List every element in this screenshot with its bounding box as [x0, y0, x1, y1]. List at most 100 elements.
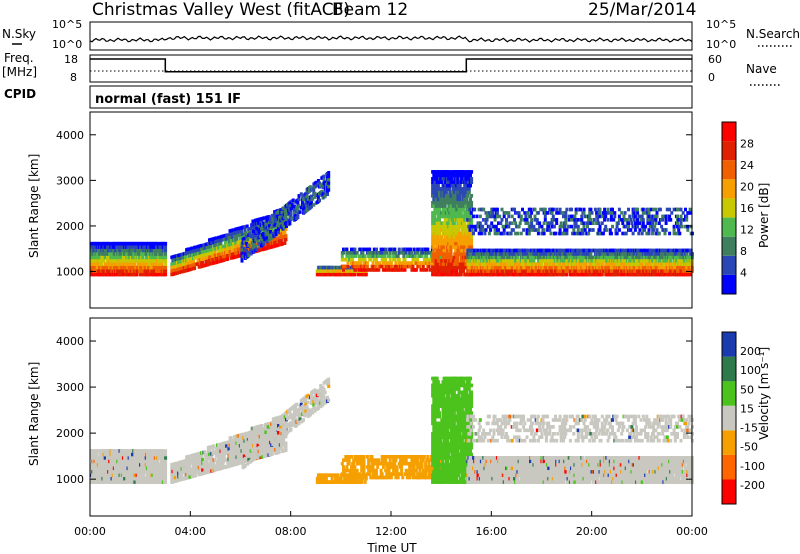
- range-cell: [139, 245, 142, 249]
- range-cell: [385, 261, 389, 265]
- range-cell: [641, 221, 645, 225]
- range-cell: [441, 197, 445, 202]
- range-cell: [620, 211, 624, 215]
- range-cell: [316, 196, 320, 200]
- range-cell: [579, 207, 583, 212]
- range-cell: [484, 221, 488, 225]
- range-cell: [552, 224, 556, 229]
- range-cell: [342, 251, 345, 255]
- range-cell: [265, 239, 269, 244]
- range-cell: [285, 224, 288, 228]
- range-cell: [100, 245, 104, 249]
- range-cell: [134, 259, 138, 263]
- range-cell: [326, 192, 329, 196]
- range-cell: [470, 177, 474, 181]
- range-cell: [336, 265, 340, 270]
- range-cell: [442, 194, 446, 198]
- range-cell: [253, 242, 256, 246]
- range-cell: [202, 257, 206, 261]
- range-cell: [121, 262, 125, 266]
- range-cell: [292, 204, 296, 209]
- range-cell: [438, 228, 441, 232]
- range-cell: [536, 228, 540, 232]
- range-cell: [547, 224, 551, 229]
- range-cell: [654, 221, 658, 225]
- range-cell: [279, 222, 283, 226]
- freq-panel-frame: [89, 54, 693, 83]
- range-cell: [564, 221, 568, 225]
- range-cell: [345, 254, 349, 258]
- range-cell: [148, 272, 152, 277]
- range-cell: [258, 234, 262, 239]
- range-cell: [228, 249, 232, 254]
- range-cell: [371, 261, 375, 265]
- range-cell: [251, 233, 255, 237]
- range-cell: [401, 251, 405, 255]
- range-cell: [420, 251, 424, 255]
- range-cell: [660, 224, 664, 229]
- range-cell: [274, 226, 278, 231]
- range-cell: [247, 253, 251, 258]
- range-cell: [521, 207, 524, 212]
- range-cell: [256, 239, 260, 244]
- range-cell: [565, 231, 569, 236]
- range-cell: [284, 227, 288, 231]
- range-cell: [245, 224, 249, 229]
- range-cell: [474, 228, 478, 232]
- range-cell: [681, 211, 685, 215]
- range-cell: [443, 187, 447, 191]
- range-cell: [572, 228, 576, 232]
- range-cell: [643, 228, 646, 232]
- range-cell: [432, 211, 436, 215]
- range-cell: [361, 264, 365, 269]
- range-cell: [431, 200, 435, 205]
- range-cell: [346, 261, 350, 265]
- range-cell: [242, 240, 246, 244]
- freq-trace: [90, 58, 692, 73]
- range-cell: [431, 218, 435, 222]
- range-cell: [495, 211, 499, 215]
- range-cell: [467, 187, 471, 191]
- range-cell: [283, 231, 287, 235]
- range-cell: [436, 183, 440, 188]
- range-cell: [327, 174, 331, 178]
- range-cell: [372, 247, 376, 252]
- range-cell: [510, 214, 514, 219]
- range-cell: [403, 261, 407, 265]
- range-cell: [589, 218, 593, 222]
- range-cell: [273, 223, 277, 227]
- range-cell: [446, 200, 449, 205]
- range-cell: [118, 259, 122, 263]
- range-cell: [402, 254, 406, 258]
- range-cell: [435, 245, 439, 249]
- range-cell: [297, 194, 301, 198]
- range-cell: [629, 218, 633, 222]
- range-cell: [260, 220, 264, 224]
- range-cell: [384, 257, 388, 262]
- range-cell: [267, 215, 271, 219]
- range-cell: [446, 194, 449, 198]
- range-cell: [432, 187, 436, 191]
- range-cell: [532, 259, 536, 263]
- range-cell: [337, 269, 341, 273]
- range-cell: [164, 252, 168, 256]
- range-cell: [320, 190, 324, 194]
- range-cell: [489, 228, 493, 232]
- range-cell: [640, 231, 644, 236]
- range-cell: [530, 218, 534, 222]
- range-cell: [316, 179, 320, 183]
- range-cell: [327, 177, 331, 182]
- range-cell: [206, 262, 210, 267]
- range-cell: [224, 247, 227, 252]
- range-cell: [90, 259, 93, 263]
- range-cell: [375, 247, 378, 252]
- range-cell: [436, 241, 440, 246]
- range-cell: [283, 208, 287, 212]
- range-cell: [470, 204, 474, 208]
- range-cell: [522, 228, 526, 232]
- range-cell: [446, 235, 449, 239]
- range-cell: [482, 207, 486, 212]
- range-cell: [446, 218, 449, 222]
- range-cell: [438, 170, 441, 174]
- range-cell: [478, 221, 482, 225]
